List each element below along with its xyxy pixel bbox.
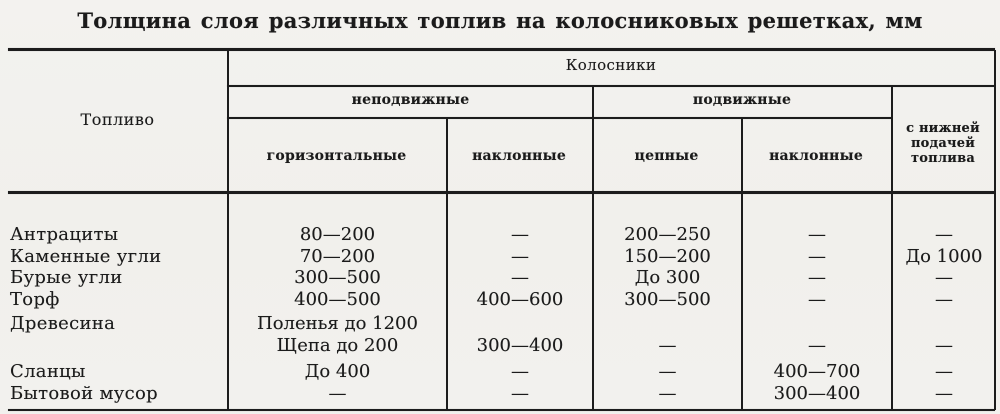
- bottom-feed-header-line2: подачей: [910, 136, 976, 151]
- value-cell: [595, 313, 740, 335]
- value-cell: —: [935, 289, 953, 310]
- fuel-name-cell: [8, 335, 227, 357]
- fuel-name-cell: Сланцы: [10, 361, 86, 382]
- value-cell: —: [808, 335, 826, 356]
- bottom-feed-column-header: с нижней подачей топлива: [891, 121, 995, 166]
- rule-under-movable-header: [592, 117, 892, 119]
- horizontal-column-header: горизонтальные: [266, 148, 407, 164]
- value-cell: —: [935, 383, 953, 404]
- value-cell: —: [935, 224, 953, 245]
- value-cell: —: [808, 289, 826, 310]
- table-row-wood-chips: Щепа до 200 300—400 — — —: [0, 335, 1000, 357]
- value-cell: До 1000: [905, 246, 983, 267]
- value-cell: —: [935, 335, 953, 356]
- value-cell: —: [511, 383, 529, 404]
- movable-grates-subheader: подвижные: [692, 92, 792, 108]
- rule-under-group-header: [227, 85, 995, 87]
- table-row-peat: Торф 400—500 400—600 300—500 — —: [0, 289, 1000, 311]
- value-cell: —: [658, 335, 677, 356]
- column-divider-fixed-movable: [592, 87, 594, 410]
- grates-group-header: Колосники: [565, 56, 657, 74]
- value-cell: 70—200: [299, 246, 376, 267]
- column-divider-bottom-feed: [891, 87, 893, 410]
- value-cell: 300—500: [294, 267, 381, 288]
- value-cell: —: [328, 383, 347, 404]
- column-divider-fuel: [227, 50, 229, 410]
- value-cell: 200—250: [624, 224, 711, 245]
- rule-under-fixed-header: [227, 117, 594, 119]
- fuel-name-cell: Торф: [10, 289, 60, 310]
- value-cell: [744, 313, 890, 335]
- value-cell: —: [808, 246, 826, 267]
- value-cell: 300—500: [624, 289, 711, 310]
- value-cell: 80—200: [299, 224, 376, 245]
- table-bottom-border: [8, 409, 995, 411]
- value-cell: —: [935, 267, 953, 288]
- fuel-column-header: Топливо: [80, 110, 155, 129]
- value-cell: [894, 313, 994, 335]
- value-cell: —: [935, 361, 953, 382]
- table-row-household-waste: Бытовой мусор — — — 300—400 —: [0, 383, 1000, 405]
- value-cell: —: [808, 267, 826, 288]
- value-cell: —: [658, 383, 677, 404]
- value-cell: —: [511, 224, 529, 245]
- value-cell: 150—200: [624, 246, 711, 267]
- value-cell: 300—400: [773, 383, 861, 404]
- table-top-border: [8, 48, 995, 51]
- value-cell: —: [658, 361, 677, 382]
- value-cell: 300—400: [476, 335, 564, 356]
- table-row-brown-coals: Бурые угли 300—500 — До 300 — —: [0, 267, 1000, 289]
- value-cell: —: [808, 224, 826, 245]
- table-row-wood-logs: Древесина Поленья до 1200: [0, 313, 1000, 335]
- fuel-name-cell: Древесина: [10, 313, 116, 334]
- inclined-fixed-column-header: наклонные: [472, 148, 566, 164]
- chain-column-header: цепные: [634, 148, 699, 164]
- value-cell: Щепа до 200: [276, 335, 399, 356]
- value-cell: —: [511, 267, 529, 288]
- value-cell: 400—500: [294, 289, 381, 310]
- value-cell: —: [511, 246, 529, 267]
- fuel-name-cell: Бытовой мусор: [10, 383, 158, 404]
- table-row-hard-coals: Каменные угли 70—200 — 150—200 — До 1000: [0, 246, 1000, 268]
- column-divider-horizontal-inclined: [446, 119, 448, 410]
- value-cell: До 400: [304, 361, 371, 382]
- table-row-anthracites: Антрациты 80—200 — 200—250 — —: [0, 224, 1000, 246]
- table-row-shales: Сланцы До 400 — — 400—700 —: [0, 361, 1000, 383]
- header-body-separator: [8, 191, 995, 194]
- value-cell: 400—600: [476, 289, 564, 310]
- value-cell: До 300: [634, 267, 701, 288]
- bottom-feed-header-line3: топлива: [911, 151, 975, 166]
- table-right-border: [994, 50, 996, 410]
- column-divider-chain-inclined: [741, 119, 743, 410]
- bottom-feed-header-line1: с нижней: [906, 121, 980, 136]
- value-cell: [449, 313, 591, 335]
- table-title: Толщина слоя различных топлив на колосни…: [77, 8, 923, 33]
- fuel-name-cell: Антрациты: [10, 224, 119, 245]
- fuel-name-cell: Бурые угли: [10, 267, 123, 288]
- fuel-name-cell: Каменные угли: [10, 246, 162, 267]
- value-cell: 400—700: [773, 361, 861, 382]
- inclined-movable-column-header: наклонные: [769, 148, 863, 164]
- fixed-grates-subheader: неподвижные: [351, 92, 470, 108]
- value-cell: Поленья до 1200: [257, 313, 418, 334]
- value-cell: —: [511, 361, 529, 382]
